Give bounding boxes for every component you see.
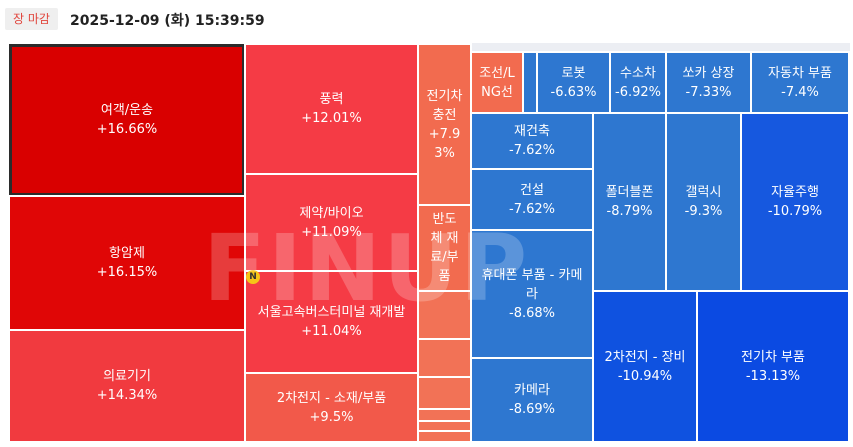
tile-label: 제약/바이오 [299, 205, 364, 221]
tile-change: +7.93% [428, 126, 461, 161]
tile-change: +9.5% [309, 409, 354, 425]
tile-건설[interactable]: 건설 -7.62% [470, 168, 594, 231]
tile-label: 풍력 [319, 92, 344, 107]
tile-label: 자율주행 [771, 185, 819, 200]
tile-change: +12.01% [301, 111, 362, 126]
tile-change: +11.04% [301, 324, 362, 339]
tile-label: 건설 [520, 182, 544, 198]
tile-change: -8.69% [509, 402, 555, 417]
tile-서울고속버스터미널-재개발[interactable]: 서울고속버스터미널 재개발 +11.04% [244, 270, 419, 374]
tile-자동차-부품[interactable]: 자동차 부품 -7.4% [750, 51, 850, 114]
tile-label: 항암제 [109, 246, 145, 261]
tile-label: 전기차 부품 [741, 349, 805, 365]
tile-항암제[interactable]: 항암제 +16.15% [8, 195, 246, 331]
tile-제약바이오[interactable]: 제약/바이오 +11.09% [244, 173, 419, 272]
tile-쏘카-상장[interactable]: 쏘카 상장 -7.33% [665, 51, 752, 114]
tile-small-sector[interactable] [417, 376, 472, 410]
tile-small-sector[interactable] [417, 338, 472, 378]
tile-change: -9.3% [684, 204, 723, 219]
tile-2차전지-소재부품[interactable]: 2차전지 - 소재/부품 +9.5% [244, 372, 419, 443]
tile-label: 의료기기 [103, 369, 151, 384]
tile-label: 조선/LNG선 [479, 65, 515, 100]
tile-change: +16.15% [96, 265, 158, 280]
tile-의료기기[interactable]: 의료기기 +14.34% [8, 329, 246, 443]
tile-label: 갤럭시 [685, 185, 722, 200]
tile-change: -7.33% [685, 84, 732, 100]
tile-갤럭시[interactable]: 갤럭시 -9.3% [665, 112, 742, 292]
tile-카메라[interactable]: 카메라 -8.69% [470, 357, 594, 443]
tile-label: 카메라 [514, 383, 550, 398]
tile-change: -7.4% [781, 84, 819, 100]
tile-label: 서울고속버스터미널 재개발 [257, 305, 406, 320]
header: 장 마감 2025-12-09 (화) 15:39:59 [0, 0, 853, 42]
tile-change: -10.79% [767, 204, 823, 219]
tile-label: 2차전지 - 장비 [604, 349, 686, 365]
tile-조선lng선[interactable]: 조선/LNG선 [470, 51, 524, 114]
tile-2차전지-장비[interactable]: 2차전지 - 장비 -10.94% [592, 290, 698, 443]
tile-전기차-부품[interactable]: 전기차 부품 -13.13% [696, 290, 850, 443]
tile-label: 여객/운송 [100, 103, 154, 118]
tile-휴대폰-부품-카메라[interactable]: 휴대폰 부품 - 카메라 -8.68% [470, 229, 594, 359]
tile-change: -8.79% [606, 204, 653, 219]
tile-label: 재건축 [514, 124, 550, 139]
tile-change: +11.09% [301, 224, 362, 240]
market-status-badge: 장 마감 [5, 8, 58, 30]
tile-여객운송[interactable]: 여객/운송 +16.66% [8, 43, 246, 197]
tile-자율주행[interactable]: 자율주행 -10.79% [740, 112, 850, 292]
tile-change: -10.94% [617, 368, 673, 384]
tile-label: 전기차 충전 [426, 88, 463, 123]
tile-change: -8.68% [509, 305, 555, 321]
tile-change: -7.62% [509, 201, 555, 217]
tile-폴더블폰[interactable]: 폴더블폰 -8.79% [592, 112, 667, 292]
new-badge-icon: N [246, 270, 260, 284]
tile-label: 폴더블폰 [605, 185, 654, 200]
tile-change: -6.63% [550, 84, 597, 100]
tile-label: 2차전지 - 소재/부품 [276, 390, 387, 406]
tile-change: -7.62% [509, 143, 555, 158]
tile-반도체-재료부품[interactable]: 반도체 재료/부품 [417, 204, 472, 292]
tile-수소차[interactable]: 수소차 -6.92% [609, 51, 667, 114]
tile-재건축[interactable]: 재건축 -7.62% [470, 112, 594, 170]
tile-풍력[interactable]: 풍력 +12.01% [244, 43, 419, 175]
tile-label: 로봇 [561, 65, 586, 81]
tile-label: 자동차 부품 [768, 65, 832, 81]
treemap: 여객/운송 +16.66% 항암제 +16.15% 의료기기 +14.34% 풍… [8, 43, 850, 443]
tile-로봇[interactable]: 로봇 -6.63% [536, 51, 611, 114]
tile-전기차-충전[interactable]: 전기차 충전 +7.93% [417, 43, 472, 206]
tile-change: -13.13% [745, 368, 801, 384]
timestamp: 2025-12-09 (화) 15:39:59 [70, 13, 265, 29]
tile-change: +14.34% [96, 388, 158, 403]
tile-label: 반도체 재료/부품 [430, 212, 459, 284]
tile-label: 수소차 [620, 65, 656, 81]
tile-change: -6.92% [615, 84, 661, 100]
tile-small-sector[interactable] [417, 430, 472, 443]
tile-label: 휴대폰 부품 - 카메라 [481, 267, 583, 302]
tile-small-sector[interactable] [417, 290, 472, 340]
tile-change: +16.66% [96, 122, 158, 137]
tile-label: 쏘카 상장 [682, 65, 735, 81]
